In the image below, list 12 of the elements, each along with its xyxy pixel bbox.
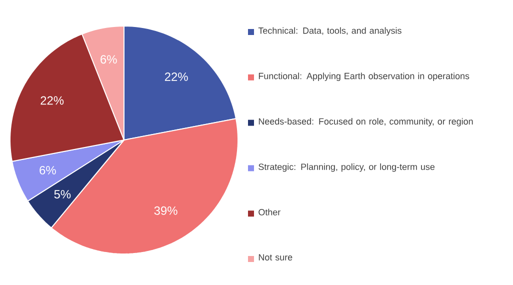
legend-label: Other: [258, 208, 280, 216]
data-label: 22%: [164, 72, 188, 81]
legend-label: Needs-based: Focused on role, community, or region: [258, 118, 473, 126]
data-label: 6%: [100, 55, 117, 64]
legend-label: Technical: Data, tools, and analysis: [258, 27, 402, 36]
data-label: 39%: [154, 206, 178, 215]
legend-label: Not sure: [258, 254, 292, 260]
data-label: 5%: [54, 190, 71, 198]
legend-label: Strategic: Planning, policy, or long-term use: [258, 163, 435, 172]
data-label: 6%: [40, 166, 56, 174]
legend-label: Functional: Applying Earth observation in operations: [258, 72, 470, 81]
data-label: 22%: [40, 96, 64, 105]
